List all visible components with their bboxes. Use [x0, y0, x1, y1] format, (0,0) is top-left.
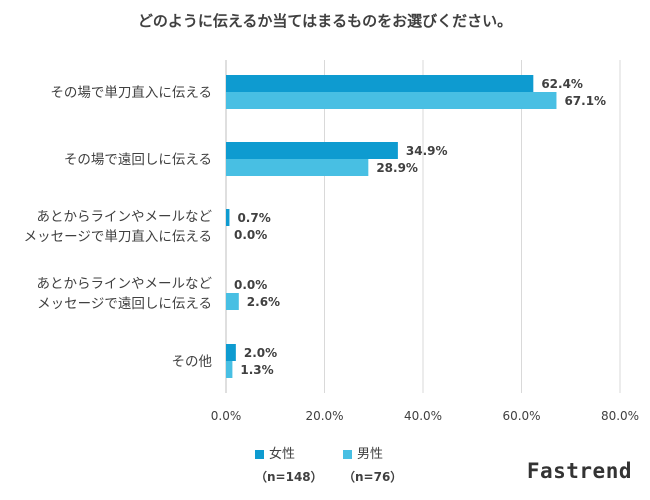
- bar-female: [226, 142, 398, 159]
- data-label: 34.9%: [406, 144, 448, 158]
- data-label: 67.1%: [564, 94, 606, 108]
- legend-label-female: 女性: [269, 447, 296, 462]
- bar-female: [226, 344, 236, 361]
- category-label: その場で遠回しに伝える: [64, 152, 212, 168]
- category-label: メッセージで遠回しに伝える: [37, 296, 212, 312]
- category-label: メッセージで単刀直入に伝える: [24, 229, 212, 245]
- x-tick-label: 60.0%: [502, 409, 540, 423]
- category-label: その場で単刀直入に伝える: [50, 85, 212, 101]
- category-label: あとからラインやメールなど: [37, 276, 213, 292]
- brand-logo: Fastrend: [526, 459, 632, 483]
- data-label: 0.0%: [234, 228, 267, 242]
- legend: 女性 （n=148） 男性 （n=76）: [255, 443, 455, 485]
- bar-male: [226, 293, 239, 310]
- x-tick-label: 40.0%: [404, 409, 442, 423]
- x-tick-label: 0.0%: [211, 409, 242, 423]
- legend-item-female: 女性 （n=148）: [255, 443, 323, 485]
- data-label: 2.0%: [244, 346, 277, 360]
- legend-swatch-male: [343, 450, 352, 459]
- category-label: あとからラインやメールなど: [37, 209, 213, 225]
- data-label: 2.6%: [247, 295, 280, 309]
- data-label: 0.0%: [234, 278, 267, 292]
- bar-female: [226, 209, 230, 226]
- legend-item-male: 男性 （n=76）: [343, 443, 402, 485]
- data-label: 62.4%: [541, 77, 583, 91]
- bar-male: [226, 159, 369, 176]
- data-label: 0.7%: [237, 211, 270, 225]
- legend-n-female: （n=148）: [255, 470, 323, 484]
- category-label: その他: [172, 354, 213, 370]
- data-label: 28.9%: [376, 161, 418, 175]
- chart-title: どのように伝えるか当てはまるものをお選びください。: [137, 12, 513, 30]
- bar-male: [226, 361, 233, 378]
- legend-n-male: （n=76）: [343, 470, 403, 484]
- legend-swatch-female: [255, 450, 264, 459]
- bar-female: [226, 75, 534, 92]
- bar-male: [226, 92, 557, 109]
- data-label: 1.3%: [240, 363, 273, 377]
- x-tick-label: 20.0%: [305, 409, 343, 423]
- legend-label-male: 男性: [357, 447, 384, 462]
- x-tick-label: 80.0%: [601, 409, 639, 423]
